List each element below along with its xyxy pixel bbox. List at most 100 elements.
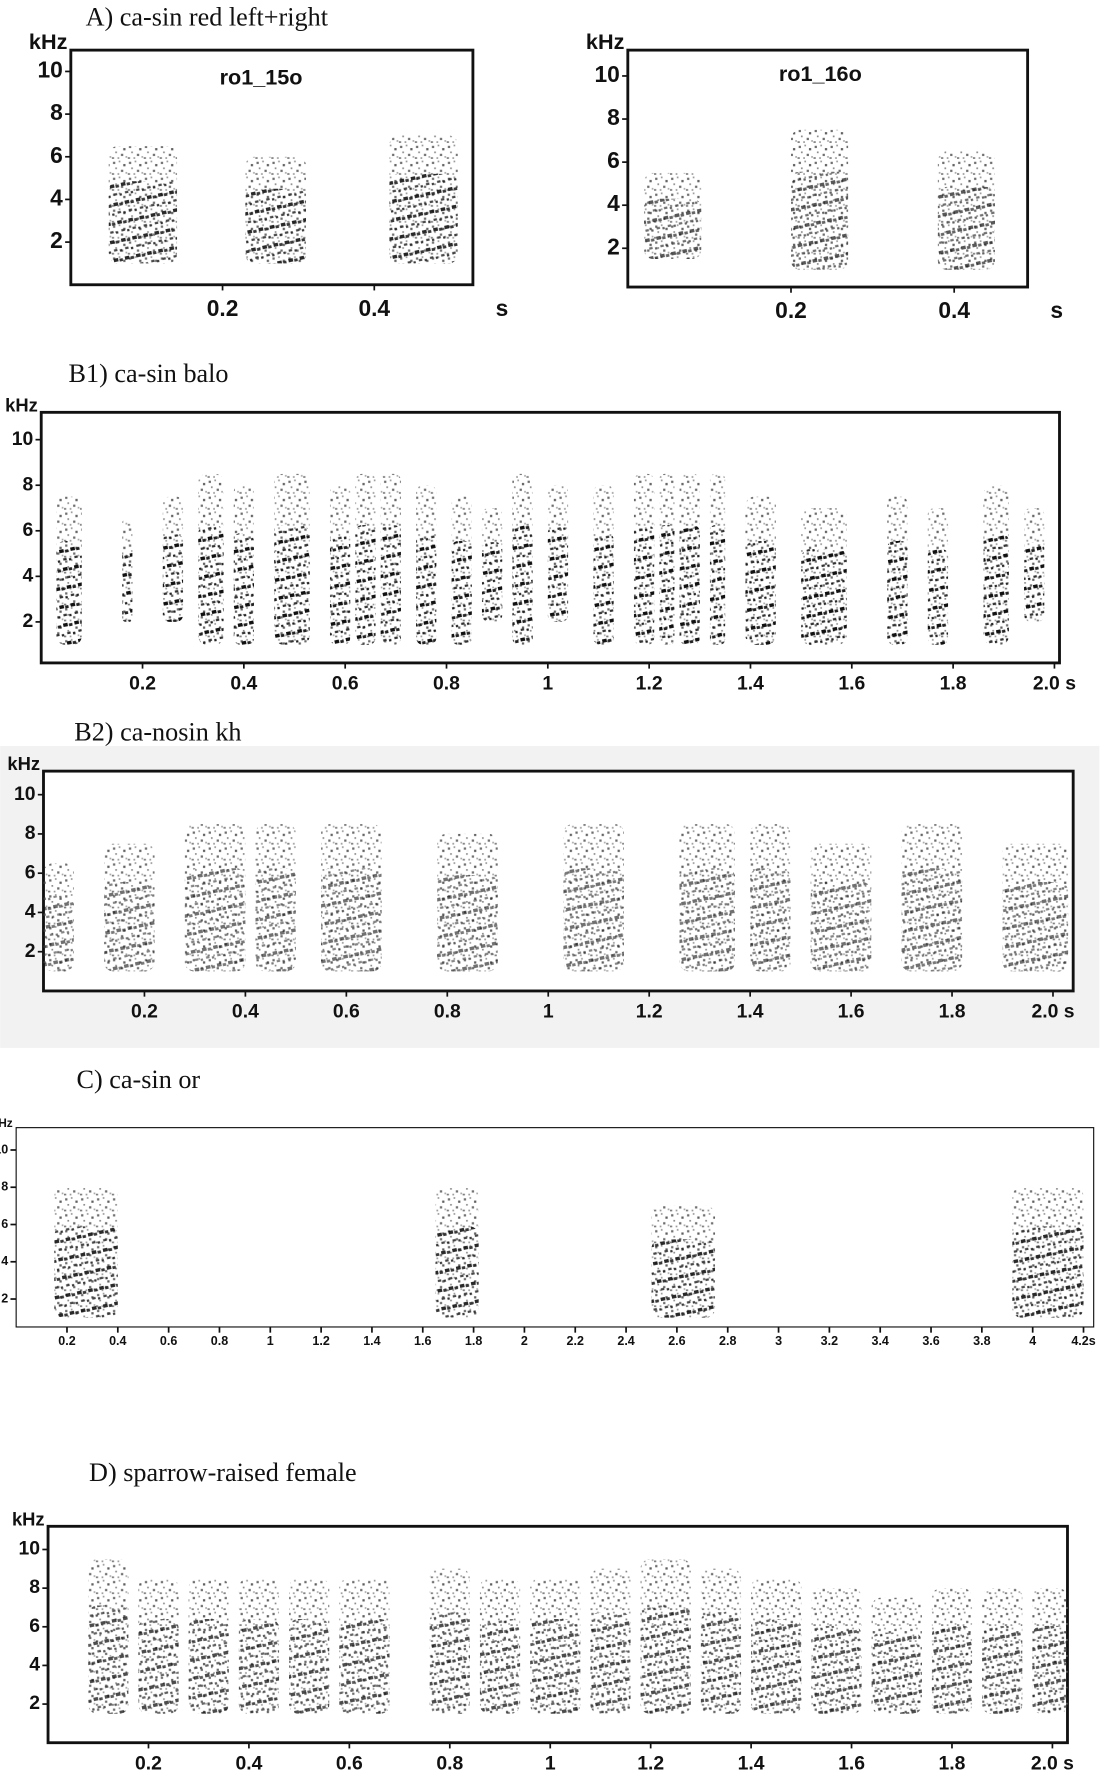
syllable-harmonics (122, 550, 133, 622)
x-tick-label: 0.4 (230, 673, 257, 695)
syllable-harmonics (479, 1619, 521, 1714)
x-tick-label: 1.6 (414, 1334, 431, 1348)
x-tick-label: 2 (521, 1334, 528, 1348)
y-tick-label: 4 (29, 1654, 40, 1676)
syllable-harmonics (700, 1612, 742, 1714)
x-tick-label: 2.0 s (1031, 1752, 1074, 1774)
x-tick-label: 1.2 (312, 1334, 329, 1348)
y-axis-label: kHz (29, 29, 68, 54)
y-tick-label: 10 (19, 1538, 41, 1560)
y-tick-label: 8 (29, 1576, 40, 1598)
x-tick-label: 1.6 (838, 1752, 865, 1774)
x-tick-label: 2.2 (567, 1334, 584, 1348)
syllable-harmonics (593, 533, 614, 645)
x-tick-label: 0.2 (129, 673, 156, 695)
syllable-harmonics (937, 186, 995, 270)
x-tick-label: 0.8 (436, 1752, 463, 1774)
x-tick-label: 4.2s (1071, 1334, 1095, 1348)
syllable-harmonics (329, 533, 351, 645)
y-axis-label: kHz (12, 1508, 45, 1529)
x-tick-label: 0.8 (433, 673, 460, 695)
syllable-harmonics (389, 173, 458, 264)
annotation: ro1_15o (220, 64, 303, 89)
syllable-harmonics (233, 533, 254, 645)
x-tick-label: 1 (542, 673, 553, 695)
y-tick-label: 4 (1, 1254, 8, 1268)
syllable-harmonics (138, 1619, 179, 1714)
y-tick-label: 6 (607, 147, 620, 173)
syllable-harmonics (162, 534, 184, 622)
syllable-harmonics (238, 1619, 280, 1714)
panel-title: D) sparrow-raised female (89, 1458, 357, 1487)
x-tick-label: 1.6 (838, 673, 865, 695)
y-tick-label: 10 (38, 56, 63, 82)
syllable-harmonics (435, 1226, 479, 1318)
x-tick-label: 3.6 (922, 1334, 939, 1348)
x-tick-label: 0.8 (211, 1334, 228, 1348)
x-tick-label: 0.2 (131, 1001, 158, 1023)
x-tick-label: 0.6 (333, 1001, 360, 1023)
x-tick-label: 1.2 (636, 673, 663, 695)
syllable-harmonics (54, 1226, 118, 1318)
y-tick-label: 2 (1, 1291, 8, 1305)
y-tick-label: 2 (25, 940, 36, 962)
x-tick-label: 1.8 (939, 1752, 966, 1774)
syllable-harmonics (530, 1619, 581, 1714)
syllable-harmonics (811, 1625, 862, 1714)
x-tick-label: 0.2 (58, 1334, 75, 1348)
syllable-harmonics (451, 541, 472, 645)
x-tick-label: 1 (267, 1334, 274, 1348)
x-tick-label: 1.6 (838, 1001, 865, 1023)
syllable-harmonics (1032, 1625, 1068, 1714)
syllable-harmonics (871, 1632, 922, 1714)
y-axis-label: kHz (5, 394, 38, 415)
x-tick-label: 1.4 (737, 1001, 764, 1023)
panel-title: A) ca-sin red left+right (86, 2, 329, 31)
syllable-harmonics (274, 525, 310, 645)
syllable-harmonics (339, 1619, 390, 1714)
y-tick-label: 10 (14, 783, 36, 805)
y-tick-label: 6 (29, 1615, 40, 1637)
syllable-harmonics (56, 541, 82, 645)
x-tick-label: 1.4 (363, 1334, 380, 1348)
x-tick-label: 3.4 (872, 1334, 889, 1348)
x-tick-label: 0.2 (775, 297, 807, 323)
panel-title: B1) ca-sin balo (69, 359, 229, 388)
y-tick-label: 8 (50, 99, 63, 125)
x-tick-label: 1.8 (939, 1001, 966, 1023)
y-tick-label: 2 (607, 233, 620, 259)
x-tick-label: 0.4 (232, 1001, 259, 1023)
x-tick-label: 0.2 (135, 1752, 162, 1774)
y-tick-label: 2 (22, 610, 33, 632)
x-tick-label: 0.6 (160, 1334, 177, 1348)
syllable-harmonics (1012, 1226, 1084, 1318)
panel-title: B2) ca-nosin kh (74, 718, 241, 747)
syllable-harmonics (547, 526, 569, 622)
syllable-harmonics (801, 549, 847, 645)
syllable-harmonics (437, 875, 498, 972)
x-tick-label: 2.8 (719, 1334, 736, 1348)
syllable-harmonics (43, 895, 74, 972)
x-tick-label: 0.4 (358, 295, 390, 321)
y-axis-label: kHz (7, 753, 40, 774)
x-tick-label: 4 (1029, 1334, 1036, 1348)
y-tick-label: 6 (50, 142, 63, 168)
y-tick-label: 8 (1, 1180, 8, 1194)
y-tick-label: 6 (1, 1217, 8, 1231)
y-tick-label: 4 (607, 190, 620, 216)
syllable-harmonics (88, 1605, 129, 1714)
syllable-harmonics (790, 171, 849, 270)
syllable-harmonics (590, 1612, 631, 1714)
x-tick-label: 0.6 (336, 1752, 363, 1774)
syllable-harmonics (679, 525, 700, 645)
syllable-harmonics (184, 868, 246, 972)
plot-frame (15, 1127, 1095, 1328)
syllable-harmonics (380, 525, 401, 645)
x-axis-label: s (496, 295, 509, 321)
panel-title: C) ca-sin or (77, 1065, 201, 1094)
y-tick-label: 2 (29, 1692, 40, 1714)
x-tick-label: 2.0 s (1033, 673, 1076, 695)
syllable-harmonics (931, 1625, 973, 1714)
x-axis-label: s (1050, 297, 1063, 323)
